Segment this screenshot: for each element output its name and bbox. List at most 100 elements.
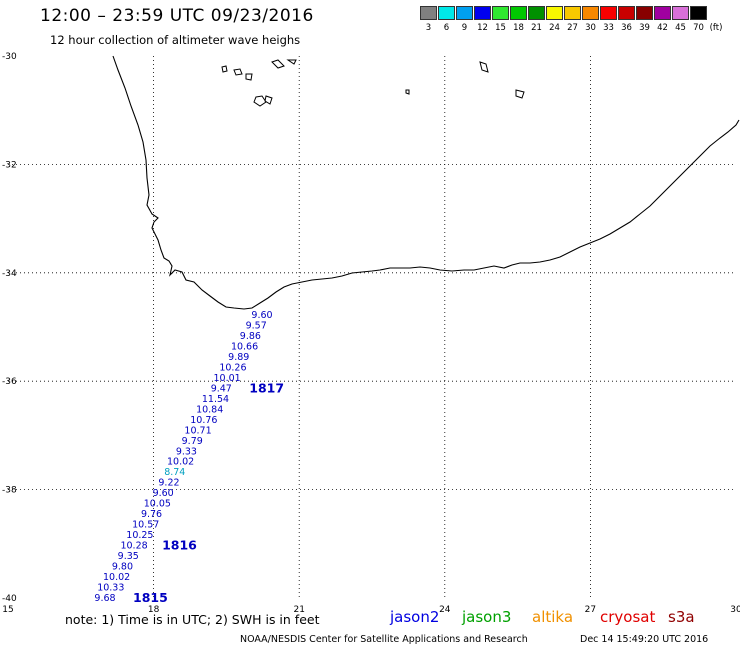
legend-swatch: [510, 6, 527, 20]
swh-value-label: 9.35: [118, 551, 139, 562]
swh-value-label: 9.79: [182, 436, 203, 447]
legend-swatch: [654, 6, 671, 20]
lon-tick-label: 15: [2, 605, 13, 615]
grid-lines: [8, 56, 736, 598]
swh-value-label: 9.47: [211, 383, 232, 394]
island-6: [271, 59, 285, 69]
swh-value-label: 9.89: [228, 352, 249, 363]
footer-timestamp: Dec 14 15:49:20 UTC 2016: [580, 634, 709, 645]
legend-label: 3: [425, 23, 432, 33]
legend-swatch: [564, 6, 581, 20]
legend-swatch: [474, 6, 491, 20]
swh-value-label: 10.01: [214, 373, 241, 384]
legend-swatch: [690, 6, 707, 20]
time-label: 1817: [249, 380, 284, 395]
legend-swatch: [438, 6, 455, 20]
legend-label: 9: [461, 23, 468, 33]
legend-label: 6: [443, 23, 450, 33]
lon-tick-label: 30: [730, 605, 740, 615]
lat-tick-label: -40: [2, 594, 17, 604]
island-1: [221, 65, 228, 73]
swh-value-label: 8.74: [164, 467, 185, 478]
swh-value-label: 10.26: [219, 362, 246, 373]
page-subtitle: 12 hour collection of altimeter wave hei…: [50, 33, 301, 47]
swh-value-label: 10.25: [126, 530, 153, 541]
swh-value-label: 10.66: [231, 341, 258, 352]
legend-label: 70: [693, 23, 704, 33]
legend-swatch: [528, 6, 545, 20]
legend-label: 21: [531, 23, 542, 33]
legend-swatch: [618, 6, 635, 20]
swh-value-label: 10.02: [167, 457, 194, 468]
legend-label: 24: [549, 23, 560, 33]
legend-label: 39: [639, 23, 650, 33]
legend-label: 18: [513, 23, 524, 33]
legend-label: 45: [675, 23, 686, 33]
legend-swatch: [636, 6, 653, 20]
swh-value-label: 9.76: [141, 509, 162, 520]
island-10: [515, 89, 525, 99]
swh-value-label: 11.54: [202, 394, 229, 405]
swh-value-label: 10.76: [190, 415, 217, 426]
altimeter-track: 9.609.579.8610.669.8910.2610.019.4711.54…: [94, 310, 284, 605]
lat-tick-label: -38: [2, 486, 17, 496]
island-3: [245, 73, 253, 81]
satellite-label-s3a: s3a: [668, 608, 695, 626]
legend-swatch: [546, 6, 563, 20]
satellite-label-altika: altika: [532, 608, 574, 626]
coastline-south-africa: [112, 55, 740, 310]
lat-tick-label: -34: [2, 269, 17, 279]
island-2: [233, 68, 243, 76]
lon-tick-label: 18: [148, 605, 160, 615]
swh-value-label: 10.02: [103, 572, 130, 583]
lat-tick-label: -36: [2, 377, 17, 387]
lon-tick-label: 27: [585, 605, 596, 615]
swh-value-label: 9.60: [153, 488, 174, 499]
swh-value-label: 9.86: [240, 331, 261, 342]
swh-value-label: 10.57: [132, 520, 159, 531]
lat-tick-label: -32: [2, 160, 17, 170]
lon-tick-label: 21: [293, 605, 304, 615]
satellite-label-jason3: jason3: [462, 608, 512, 626]
legend-swatch: [582, 6, 599, 20]
lat-tick-label: -30: [2, 52, 17, 62]
satellite-label-cryosat: cryosat: [600, 608, 656, 626]
legend-swatch: [420, 6, 437, 20]
swh-value-label: 9.60: [251, 310, 272, 321]
swh-value-label: 9.80: [112, 562, 133, 573]
legend-label: 33: [603, 23, 614, 33]
legend-label: 30: [585, 23, 596, 33]
swh-value-label: 9.22: [158, 478, 179, 489]
legend-label: 15: [495, 23, 506, 33]
legend-label: 27: [567, 23, 578, 33]
swh-value-label: 9.57: [246, 320, 267, 331]
page-title: 12:00 – 23:59 UTC 09/23/2016: [40, 6, 314, 26]
swh-value-label: 10.28: [120, 541, 147, 552]
time-label: 1816: [162, 538, 197, 553]
lon-tick-label: 24: [439, 605, 451, 615]
swh-value-label: 10.05: [144, 499, 171, 510]
swh-value-label: 10.71: [184, 425, 211, 436]
swh-value-label: 10.33: [97, 583, 124, 594]
axis-tick-labels: 15 18 21 24 27 30 -30 -32 -34 -36 -38 -40: [2, 52, 740, 615]
satellite-label-jason2: jason2: [390, 608, 440, 626]
island-4: [253, 95, 267, 107]
swh-value-label: 10.84: [196, 404, 223, 415]
legend-swatch: [456, 6, 473, 20]
legend-label: 36: [621, 23, 632, 33]
footer-credit: NOAA/NESDIS Center for Satellite Applica…: [240, 634, 528, 645]
legend-swatch: [672, 6, 689, 20]
island-9: [479, 61, 489, 73]
island-8: [405, 89, 410, 95]
coastline: [112, 55, 740, 310]
footer-note: note: 1) Time is in UTC; 2) SWH is in fe…: [65, 612, 320, 627]
legend-unit: (ft): [709, 23, 723, 33]
legend-swatch: [492, 6, 509, 20]
legend-label: 12: [477, 23, 488, 33]
swh-value-label: 9.68: [94, 593, 115, 604]
time-label: 1815: [133, 590, 168, 605]
legend-label: 42: [657, 23, 668, 33]
island-5: [264, 95, 273, 105]
